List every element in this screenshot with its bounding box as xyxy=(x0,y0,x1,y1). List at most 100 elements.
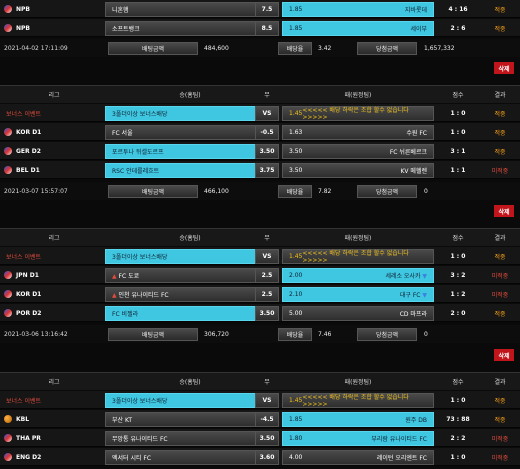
away-team-button[interactable]: 1.45 <<<<< 배당 하락은 조합 할수 없습니다 >>>>> xyxy=(282,105,434,121)
league-cell: 보너스 이벤트 xyxy=(4,106,104,121)
away-team-button[interactable]: 3.50 FC 뉘른베르크 xyxy=(282,143,434,159)
draw-cell[interactable]: 3.50 xyxy=(255,143,279,159)
away-team-button[interactable]: 5.00 CD 마프라 xyxy=(282,305,434,321)
bet-amount-value: 466,100 xyxy=(204,187,229,195)
header-result: 결과 xyxy=(494,92,506,99)
result-cell: 적중 xyxy=(494,129,506,137)
league-flag-icon xyxy=(4,5,12,13)
league-flag-icon xyxy=(4,309,12,317)
result-cell: 미적중 xyxy=(491,272,509,280)
home-team-name: 3폴더이상 보너스배당 xyxy=(112,396,167,405)
odds-up-icon: ▲ xyxy=(112,272,119,280)
league-cell: KOR D1 xyxy=(4,287,104,302)
away-odds: 1.85 xyxy=(289,415,303,423)
result-cell: 적중 xyxy=(494,110,506,118)
home-team-name: 소프트뱅크 xyxy=(112,24,140,33)
draw-cell[interactable]: VS xyxy=(255,248,279,264)
away-team-button[interactable]: 1.63 수원 FC xyxy=(282,124,434,140)
win-amount-value: 0 xyxy=(424,330,428,338)
league-cell: KBL xyxy=(4,412,104,427)
bet-time: 2021-03-07 15:57:07 xyxy=(4,187,68,195)
home-team-label: 니혼햄 xyxy=(112,6,129,14)
home-team-button[interactable]: RSC 안데를레흐트1.91 xyxy=(105,162,275,178)
draw-cell[interactable]: 7.5 xyxy=(255,1,279,17)
home-team-button[interactable]: ▲ 인천 유나이티드 FC1.68 xyxy=(105,286,275,302)
draw-cell[interactable]: VS xyxy=(255,392,279,408)
draw-cell[interactable]: 3.60 xyxy=(255,449,279,465)
draw-value: 2.5 xyxy=(261,271,273,279)
slip-summary: 2021-03-06 13:16:42 배팅금액 306,720 배당율 7.46 당첨금… xyxy=(0,325,520,343)
home-team-button[interactable]: 부산 KT1.85 xyxy=(105,411,275,427)
away-team-button[interactable]: 1.80 부리람 유나이티드 FC xyxy=(282,430,434,446)
slip-summary: 2021-04-02 17:11:09 배팅금액 484,600 배당율 3.42 당첨금… xyxy=(0,39,520,57)
bet-odds-label: 배당율 xyxy=(278,327,312,341)
draw-value: VS xyxy=(262,252,272,260)
away-odds: 1.85 xyxy=(289,5,303,13)
draw-cell[interactable]: -4.5 xyxy=(255,411,279,427)
home-team-button[interactable]: 무앙통 유나이티드 FC3.00 xyxy=(105,430,275,446)
draw-cell[interactable]: 3.50 xyxy=(255,305,279,321)
draw-cell[interactable]: 8.5 xyxy=(255,20,279,36)
league-cell: NPB xyxy=(4,2,104,17)
result-cell: 미적중 xyxy=(491,454,509,462)
draw-cell[interactable]: 3.75 xyxy=(255,162,279,178)
home-team-button[interactable]: 3폴더이상 보너스배당1.03 xyxy=(105,105,275,121)
league-name: KBL xyxy=(16,415,30,423)
draw-cell[interactable]: 2.5 xyxy=(255,286,279,302)
home-team-button[interactable]: FC 서울2.08 xyxy=(105,124,275,140)
draw-cell[interactable]: 2.5 xyxy=(255,267,279,283)
odds-up-icon: ▲ xyxy=(112,291,119,299)
away-team-button[interactable]: 1.45 <<<<< 배당 하락은 조합 할수 없습니다 >>>>> xyxy=(282,392,434,408)
home-team-button[interactable]: 니혼햄1.85 xyxy=(105,1,275,17)
home-team-name: 무앙통 유나이티드 FC xyxy=(112,434,168,443)
league-name: BEL D1 xyxy=(16,166,40,174)
draw-cell[interactable]: -0.5 xyxy=(255,124,279,140)
delete-button[interactable]: 삭제 xyxy=(494,205,514,217)
delete-button[interactable]: 삭제 xyxy=(494,62,514,74)
away-odds: 1.45 xyxy=(289,109,303,117)
away-team-name: <<<<< 배당 하락은 조합 할수 없습니다 >>>>> xyxy=(302,248,427,264)
away-team-button[interactable]: 3.50 KV 메헬렌 xyxy=(282,162,434,178)
league-name: KOR D1 xyxy=(16,128,42,136)
league-name: THA PR xyxy=(16,434,41,442)
home-team-label: 부산 KT xyxy=(112,416,133,424)
away-team-button[interactable]: 2.10 대구 FC ▼ xyxy=(282,286,434,302)
away-team-label: 원주 DB xyxy=(405,416,427,424)
result-cell: 적중 xyxy=(494,6,506,14)
home-team-button[interactable]: 3폴더이상 보너스배당1.03 xyxy=(105,392,275,408)
away-team-label: <<<<< 배당 하락은 조합 할수 없습니다 >>>>> xyxy=(302,394,409,408)
away-team-label: 세레소 오사카 xyxy=(385,272,421,280)
away-team-button[interactable]: 1.85 지바롯데 xyxy=(282,1,434,17)
home-team-button[interactable]: 3폴더이상 보너스배당1.03 xyxy=(105,248,275,264)
header-result: 결과 xyxy=(494,379,506,386)
league-name: 보너스 이벤트 xyxy=(6,397,42,405)
away-team-button[interactable]: 1.85 세이부 xyxy=(282,20,434,36)
score-cell: 73 : 88 xyxy=(446,415,470,423)
away-team-button[interactable]: 4.00 레이턴 오리엔트 FC xyxy=(282,449,434,465)
away-team-button[interactable]: 1.45 <<<<< 배당 하락은 조합 할수 없습니다 >>>>> xyxy=(282,248,434,264)
away-team-label: <<<<< 배당 하락은 조합 할수 없습니다 >>>>> xyxy=(302,107,409,121)
home-team-button[interactable]: 엑서터 시티 FC1.91 xyxy=(105,449,275,465)
away-team-button[interactable]: 1.85 원주 DB xyxy=(282,411,434,427)
away-team-button[interactable]: 2.00 세레소 오사카 ▼ xyxy=(282,267,434,283)
home-team-button[interactable]: 포르투나 뒤셀도르프1.91 xyxy=(105,143,275,159)
home-team-button[interactable]: ▲ FC 도쿄1.70 xyxy=(105,267,275,283)
away-team-name: 레이턴 오리엔트 FC xyxy=(377,453,427,462)
away-team-label: 대구 FC xyxy=(399,291,421,299)
league-cell: KOR D1 xyxy=(4,125,104,140)
game-row: BEL D1 RSC 안데를레흐트1.913.75 3.50 KV 메헬렌 1 : 1 미… xyxy=(0,161,520,179)
score-cell: 1 : 0 xyxy=(450,109,466,117)
home-team-button[interactable]: 소프트뱅크1.85 xyxy=(105,20,275,36)
draw-value: 8.5 xyxy=(261,24,273,32)
away-team-label: FC 뉘른베르크 xyxy=(389,148,427,156)
header-away: 패(원정팀) xyxy=(344,92,372,99)
draw-cell[interactable]: VS xyxy=(255,105,279,121)
league-flag-icon xyxy=(4,128,12,136)
home-team-label: 소프트뱅크 xyxy=(112,25,140,33)
delete-button[interactable]: 삭제 xyxy=(494,349,514,361)
header-home: 승(홈팀) xyxy=(179,92,201,99)
draw-cell[interactable]: 3.50 xyxy=(255,430,279,446)
home-team-button[interactable]: FC 비젤라1.73 xyxy=(105,305,275,321)
away-odds: 1.45 xyxy=(289,396,303,404)
away-team-name: 원주 DB xyxy=(405,415,427,424)
